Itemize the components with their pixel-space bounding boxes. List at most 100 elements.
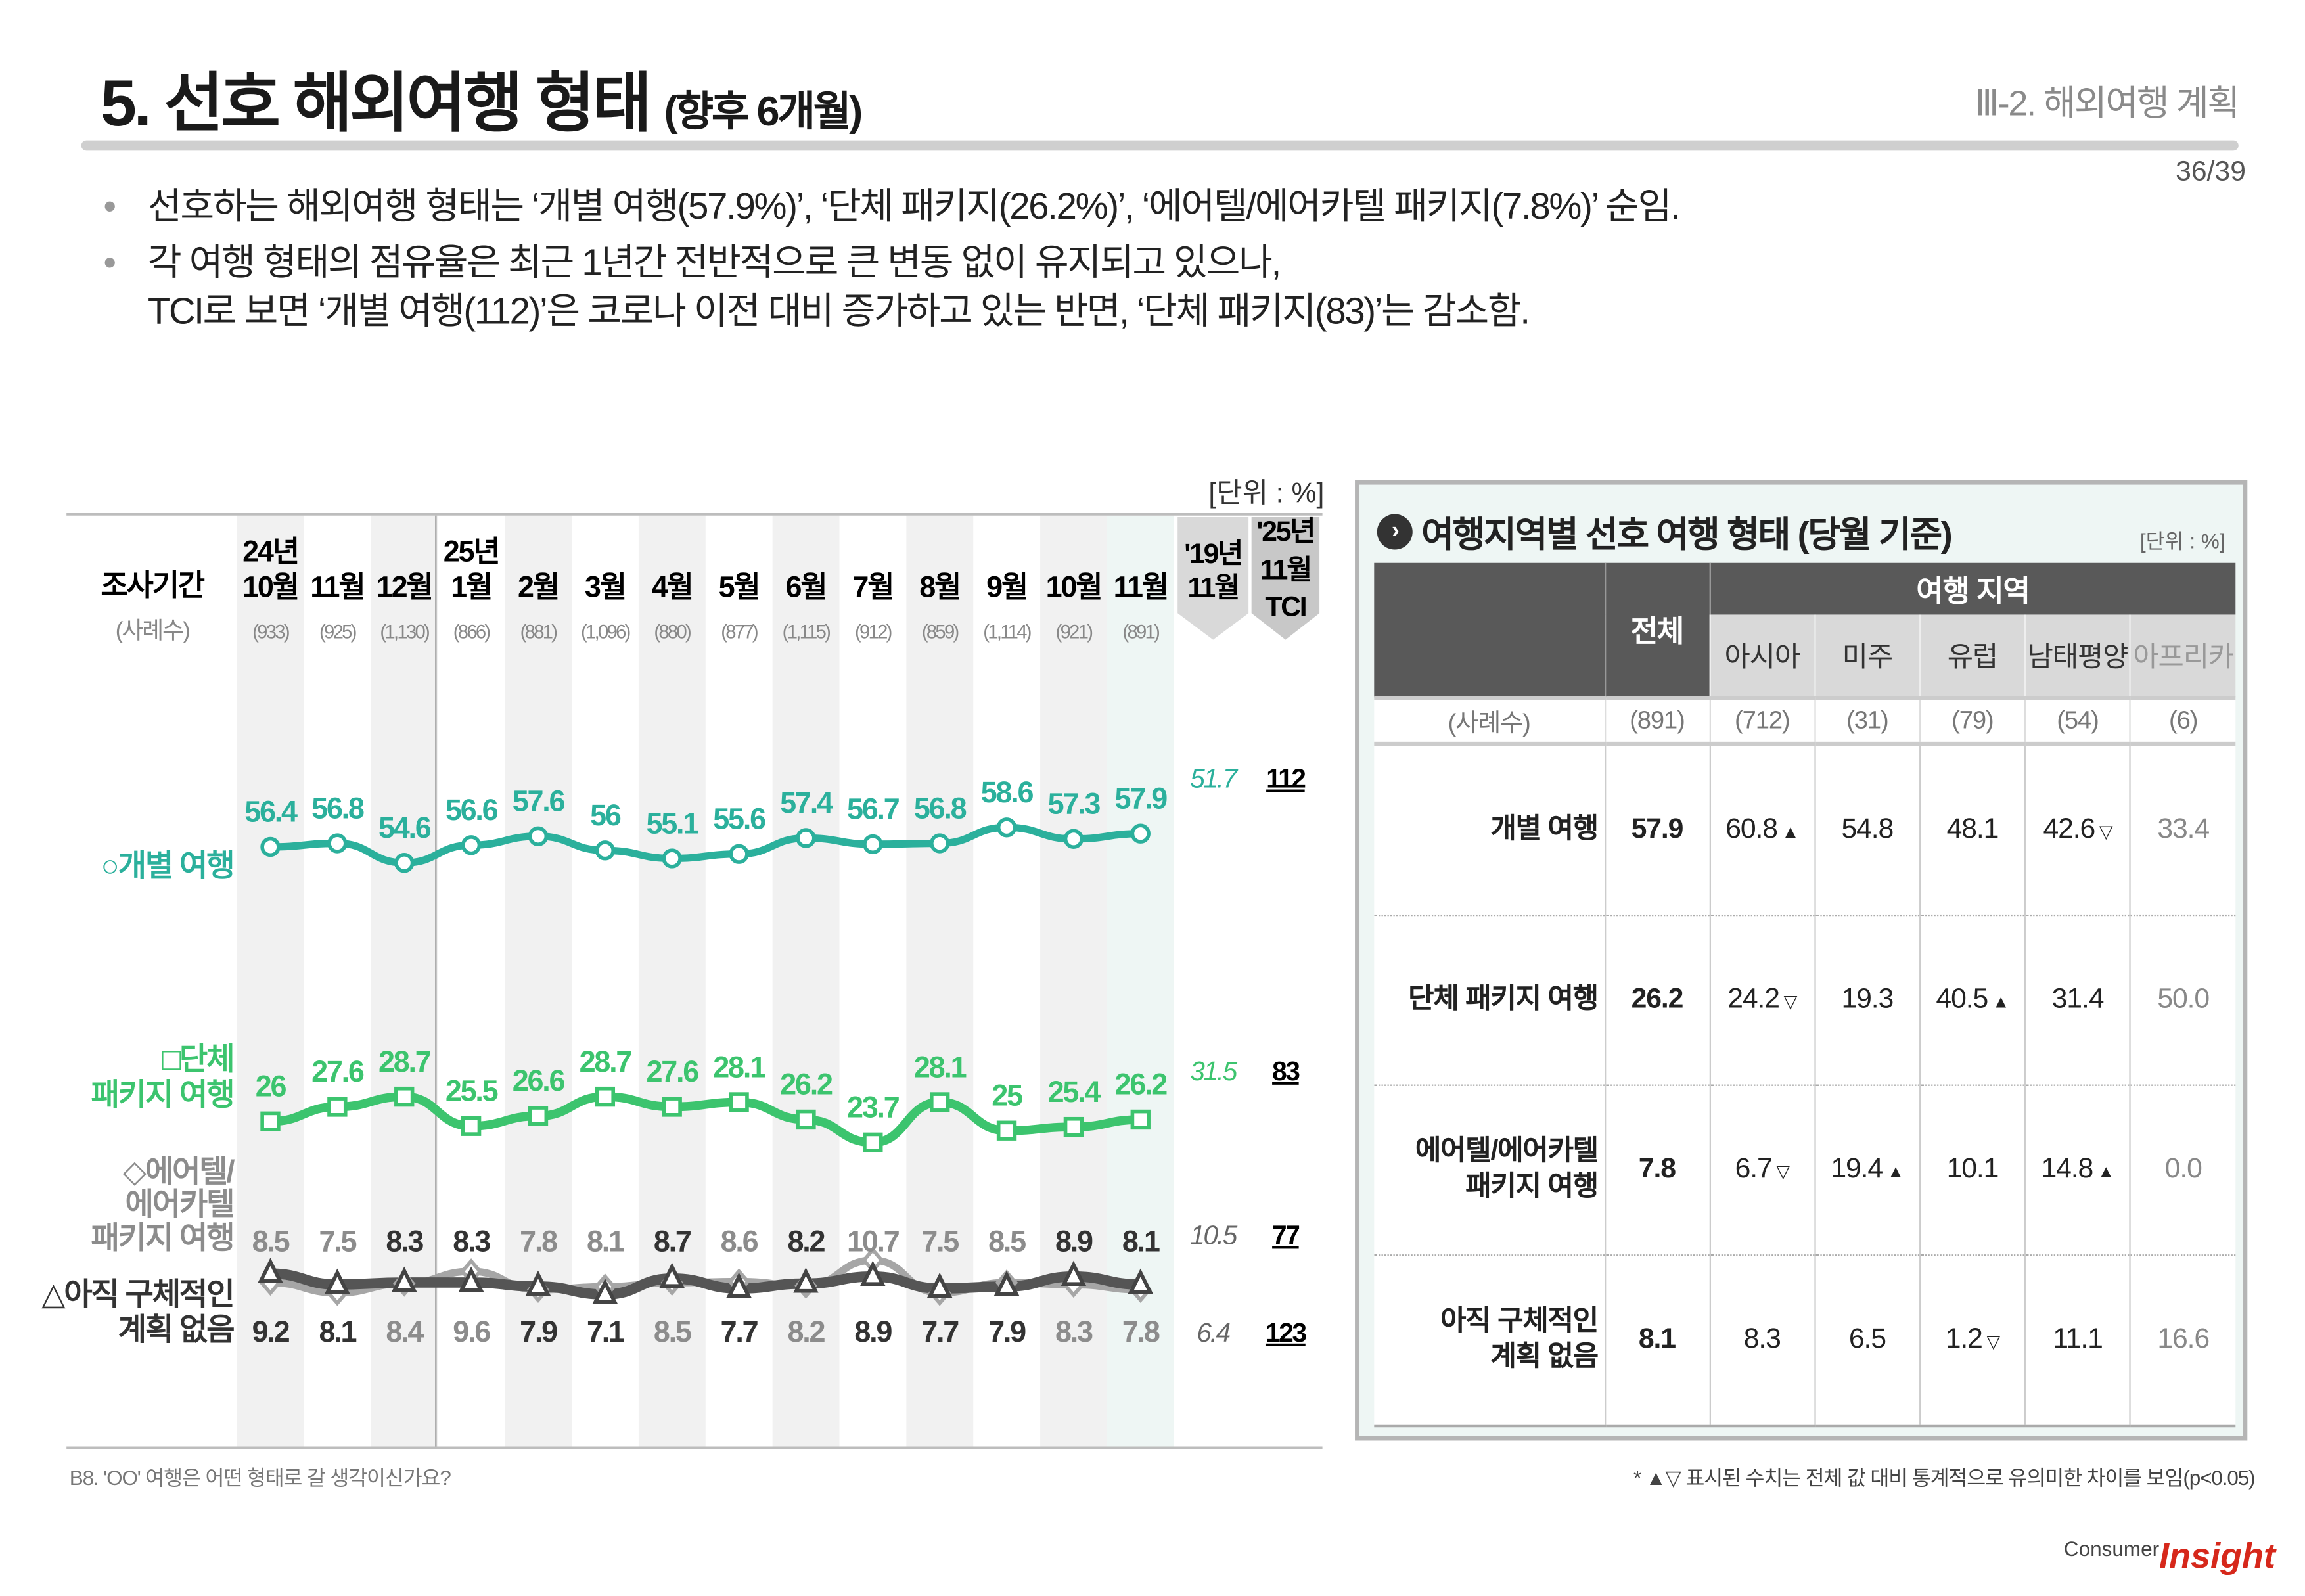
sample-size: (866) (453, 622, 490, 643)
month-label: 9월 (986, 570, 1027, 603)
sample-size: (921) (1056, 622, 1093, 643)
value: 14.8 (2041, 1153, 2094, 1185)
series-line-triangle (265, 1268, 1146, 1300)
data-label: 56.8 (311, 791, 364, 825)
data-point-square (1130, 1109, 1151, 1130)
bullet-text: 각 여행 형태의 점유율은 최근 1년간 전반적으로 큰 변동 없이 유지되고 … (147, 242, 1281, 284)
month-label: 5월 (719, 570, 760, 603)
bullet-1: • 선호하는 해외여행 형태는 ‘개별 여행(57.9%)’, ‘단체 패키지(2… (103, 177, 1680, 231)
data-label: 57.9 (1115, 781, 1168, 815)
section-label: Ⅲ-2. 해외여행 계획 (1974, 84, 2240, 124)
series-label: □단체 (162, 1042, 234, 1077)
data-point-triangle (927, 1272, 953, 1298)
title-sub: (향후 6개월) (664, 88, 863, 135)
data-point-triangle (793, 1267, 819, 1293)
region-value: 33.4 (2129, 743, 2236, 916)
data-point-triangle (1061, 1260, 1087, 1286)
ref-2019-value: 51.7 (1190, 764, 1239, 794)
data-label: 7.8 (1122, 1315, 1160, 1348)
data-label: 58.6 (981, 775, 1034, 809)
value: 6.7 (1735, 1153, 1773, 1185)
data-point-circle (595, 840, 616, 861)
series-label: 패키지 여행 (91, 1078, 233, 1112)
current-column-shade (1107, 515, 1174, 1447)
data-point-circle (863, 834, 883, 855)
row-label-line: 패키지 여행 (1465, 1171, 1599, 1202)
significance-footnote: * ▲▽ 표시된 수치는 전체 값 대비 통계적으로 유의미한 차이를 보임(p… (1633, 1465, 2256, 1490)
data-label: 8.3 (453, 1225, 490, 1258)
data-label: 55.1 (646, 806, 698, 840)
value: 1.2 (1945, 1323, 1983, 1354)
sample-size: (6) (2129, 695, 2236, 746)
year-label: 25년 (444, 535, 499, 568)
panel-unit: [단위 : %] (2139, 529, 2225, 553)
region-value: 6.5 (1814, 1254, 1920, 1427)
column-shade (505, 515, 572, 1447)
sample-size: (31) (1814, 695, 1920, 746)
significant-up-icon: ▲ (1992, 990, 2010, 1012)
significant-up-icon: ▲ (2097, 1160, 2115, 1181)
data-label: 57.3 (1048, 787, 1101, 821)
data-label: 57.4 (780, 786, 833, 819)
data-point-square (796, 1109, 816, 1130)
sample-size: (880) (654, 622, 691, 643)
data-label: 8.7 (654, 1225, 691, 1258)
data-point-triangle (1128, 1268, 1153, 1294)
region-col-header: 미주 (1814, 614, 1920, 698)
region-value: 19.3 (1814, 914, 1920, 1085)
row-label-line: 계획 없음 (1490, 1340, 1599, 1372)
data-point-circle (662, 848, 682, 869)
data-label: 8.1 (319, 1315, 356, 1348)
month-label: 11월 (1114, 570, 1168, 603)
sample-size: (1,130) (380, 622, 429, 643)
data-point-square (595, 1086, 616, 1107)
ref-2019-value: 10.5 (1190, 1220, 1238, 1250)
bullet-dot-icon: • (103, 186, 116, 228)
corner-cell (1374, 562, 1605, 698)
data-point-square (1063, 1116, 1084, 1137)
data-point-circle (729, 844, 749, 864)
region-value: 31.4 (2024, 914, 2131, 1085)
data-label: 8.4 (386, 1315, 424, 1348)
tci-header-year: '25년 (1256, 516, 1314, 547)
ref-2019-header-box (1177, 517, 1249, 640)
data-label: 8.2 (788, 1225, 825, 1258)
region-value: 10.1 (1919, 1084, 2025, 1256)
data-label: 28.7 (378, 1045, 431, 1078)
row-label-line: 개별 여행 (1490, 813, 1599, 845)
bullet-dot-icon: • (103, 242, 116, 284)
column-shade (906, 515, 974, 1447)
series-label: ○개별 여행 (101, 848, 233, 883)
data-label: 8.5 (988, 1225, 1026, 1258)
title-main: 5. 선호 해외여행 형태 (100, 68, 652, 141)
value: 19.3 (1841, 983, 1894, 1015)
tci-header-month: 11월 (1260, 554, 1312, 585)
data-point-triangle (726, 1272, 752, 1298)
table-row: 단체 패키지 여행 26.2 24.2 ▽ 19.3 40.5 ▲ 31.4 50.0 (1374, 914, 2236, 1085)
data-point-square (394, 1086, 415, 1107)
data-label: 28.7 (580, 1045, 632, 1078)
data-label: 8.5 (252, 1225, 290, 1258)
series-label: 패키지 여행 (91, 1221, 233, 1256)
month-label: 10월 (1046, 570, 1102, 603)
region-value: 48.1 (1919, 743, 2025, 916)
sample-size: (79) (1919, 695, 2025, 746)
month-label: 6월 (785, 570, 826, 603)
value: 8.3 (1743, 1323, 1781, 1354)
region-value: 11.1 (2024, 1254, 2131, 1427)
value: 40.5 (1936, 983, 1988, 1015)
data-point-triangle (860, 1260, 886, 1286)
data-label: 8.5 (654, 1315, 691, 1348)
value: 60.8 (1725, 813, 1778, 845)
data-point-circle (260, 836, 281, 857)
tci-value: 123 (1266, 1317, 1307, 1348)
data-label: 7.5 (319, 1225, 356, 1258)
sample-header: (사례수) (116, 616, 189, 643)
value: 0.0 (2164, 1153, 2202, 1185)
month-label: 3월 (585, 570, 626, 603)
data-label: 55.6 (713, 802, 765, 836)
region-value: 14.8 ▲ (2024, 1084, 2131, 1256)
data-label: 7.9 (520, 1315, 557, 1348)
sample-size: (912) (855, 622, 892, 643)
sample-size: (891) (1122, 622, 1159, 643)
